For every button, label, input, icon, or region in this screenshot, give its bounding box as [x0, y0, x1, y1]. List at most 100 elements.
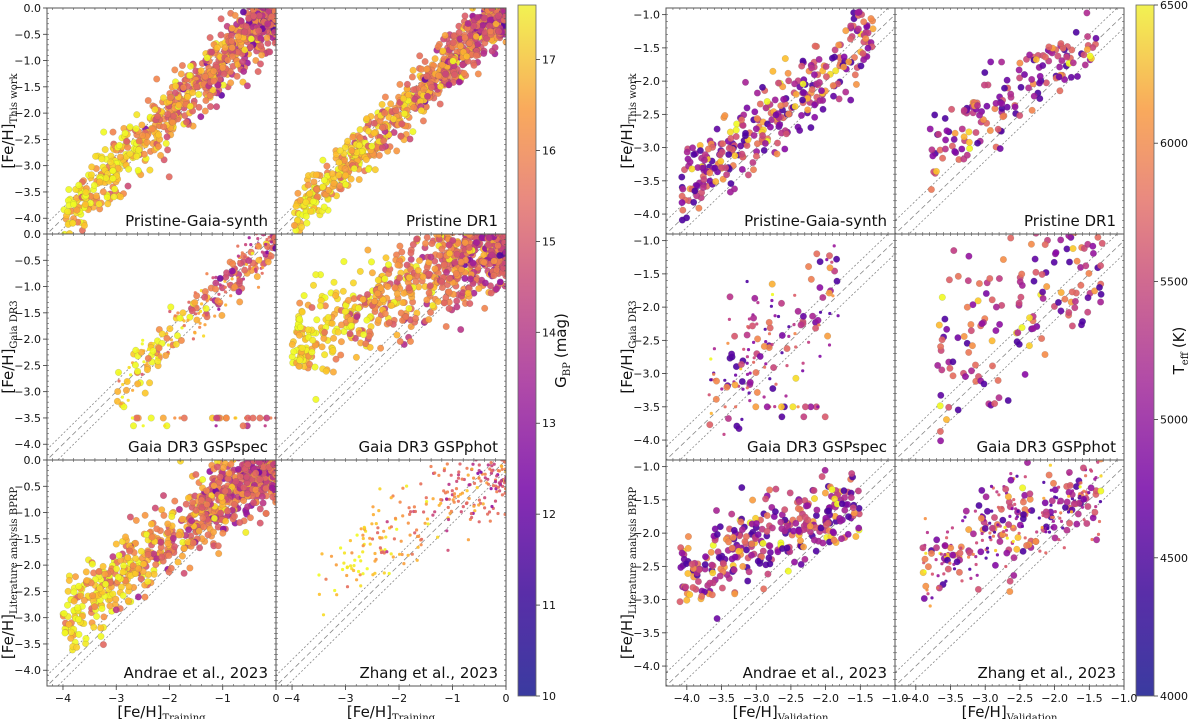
data-point	[396, 80, 404, 88]
data-point	[743, 331, 751, 339]
data-point	[220, 70, 228, 78]
data-point	[487, 0, 494, 2]
data-point	[471, 462, 475, 466]
data-point	[424, 496, 428, 500]
data-point	[477, 520, 481, 524]
data-point	[134, 166, 142, 174]
data-point	[713, 377, 721, 385]
data-point	[477, 476, 481, 480]
data-point	[257, 34, 265, 42]
data-point	[213, 463, 221, 471]
data-point	[192, 506, 200, 514]
data-point	[321, 351, 329, 359]
data-point	[271, 451, 278, 458]
data-point	[996, 145, 1004, 153]
data-point	[217, 307, 221, 311]
data-point	[474, 234, 481, 236]
data-point	[393, 516, 398, 521]
data-point	[727, 180, 735, 188]
data-point	[1045, 43, 1053, 51]
data-point	[409, 510, 413, 514]
data-point	[153, 75, 161, 83]
data-point	[384, 535, 388, 539]
data-point	[476, 471, 480, 475]
data-point	[994, 125, 1002, 133]
data-point	[740, 417, 744, 421]
data-point	[144, 551, 152, 559]
data-point	[498, 483, 502, 487]
data-point	[368, 536, 372, 540]
data-point	[250, 12, 258, 20]
data-point	[807, 275, 815, 283]
data-point	[678, 216, 686, 224]
data-point	[852, 80, 860, 88]
data-point	[407, 323, 415, 331]
data-point	[269, 416, 273, 420]
data-point	[761, 139, 769, 147]
data-point	[731, 332, 739, 340]
data-point	[821, 413, 829, 421]
data-point	[460, 491, 465, 495]
data-point	[723, 405, 727, 409]
data-point	[193, 316, 201, 324]
data-point	[816, 284, 824, 292]
data-point	[450, 32, 458, 40]
data-point	[133, 414, 141, 422]
data-point	[258, 51, 266, 59]
data-point	[780, 95, 788, 103]
data-point	[304, 181, 312, 189]
data-point	[268, 442, 275, 449]
data-point	[862, 35, 870, 43]
data-point	[437, 82, 445, 90]
scatter-points-layer	[47, 0, 1124, 686]
data-point	[356, 267, 364, 275]
data-point	[109, 175, 117, 183]
data-point	[350, 164, 358, 172]
data-point	[503, 0, 510, 6]
data-point	[347, 316, 355, 324]
panel-0-1	[276, 0, 510, 234]
data-point	[480, 49, 488, 57]
data-point	[406, 135, 414, 143]
data-point	[193, 83, 201, 91]
data-point	[487, 510, 492, 514]
data-point	[255, 208, 258, 211]
data-point	[214, 275, 218, 279]
data-point	[503, 0, 510, 6]
data-point	[244, 460, 252, 468]
data-point	[502, 8, 506, 9]
data-point	[502, 217, 509, 224]
data-point	[352, 564, 356, 568]
data-point	[826, 252, 834, 260]
data-point	[96, 178, 104, 186]
data-point	[230, 501, 238, 509]
data-point	[107, 152, 115, 160]
data-point	[408, 533, 412, 537]
data-point	[244, 503, 252, 511]
data-point	[385, 261, 393, 269]
data-point	[448, 511, 452, 515]
data-point	[163, 334, 171, 342]
data-point	[158, 553, 166, 561]
data-point	[223, 279, 227, 283]
data-point	[1036, 95, 1044, 103]
data-point	[373, 559, 377, 563]
data-point	[313, 316, 321, 324]
data-point	[679, 206, 687, 214]
data-point	[818, 354, 822, 358]
data-point	[272, 0, 279, 5]
data-point	[486, 482, 491, 486]
data-point	[273, 0, 280, 6]
data-point	[132, 516, 140, 524]
data-point	[271, 39, 276, 47]
data-point	[347, 322, 355, 330]
data-point	[847, 35, 855, 43]
data-point	[446, 274, 454, 282]
data-point	[302, 212, 310, 220]
data-point	[480, 433, 483, 436]
data-point	[213, 44, 221, 52]
data-point	[180, 326, 184, 330]
data-point	[487, 196, 494, 203]
data-point	[483, 457, 486, 460]
data-point	[260, 271, 264, 275]
